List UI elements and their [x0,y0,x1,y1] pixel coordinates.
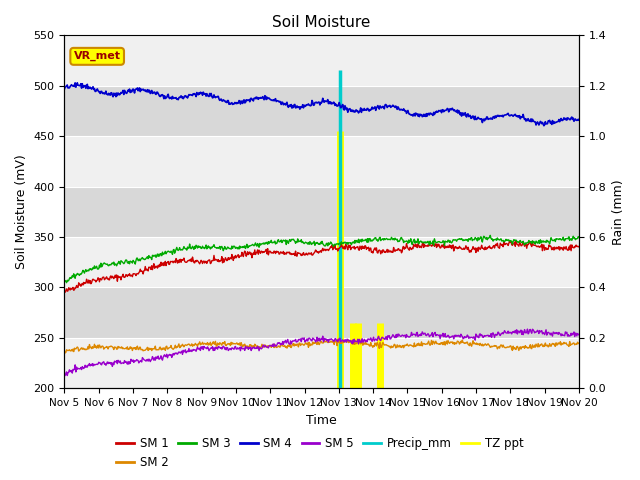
Text: VR_met: VR_met [74,51,121,61]
Legend: SM 1, SM 2, SM 3, SM 4, SM 5, Precip_mm, TZ ppt: SM 1, SM 2, SM 3, SM 4, SM 5, Precip_mm,… [111,433,529,474]
Bar [65,288,579,338]
Bar [65,338,579,388]
Bar [65,86,579,136]
Y-axis label: Rain (mm): Rain (mm) [612,179,625,245]
Bar [65,136,579,187]
Bar [65,237,579,288]
Title: Soil Moisture: Soil Moisture [273,15,371,30]
X-axis label: Time: Time [307,414,337,427]
Y-axis label: Soil Moisture (mV): Soil Moisture (mV) [15,155,28,269]
Bar [65,36,579,86]
Bar [65,187,579,237]
